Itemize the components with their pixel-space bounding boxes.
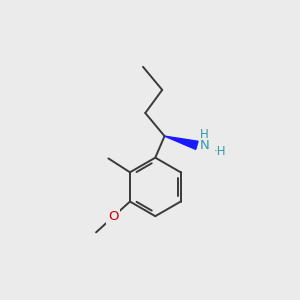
Polygon shape [164, 136, 198, 149]
Text: ·H: ·H [214, 145, 226, 158]
Text: N: N [200, 139, 209, 152]
Text: H: H [200, 128, 209, 141]
Text: O: O [108, 211, 118, 224]
